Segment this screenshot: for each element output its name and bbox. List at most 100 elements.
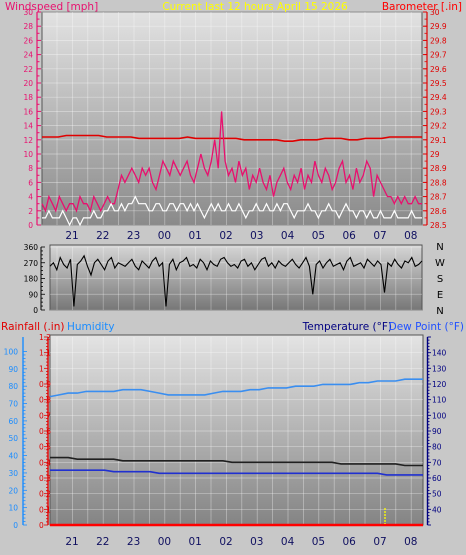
humidity-axis-title: Humidity — [67, 321, 115, 333]
windspeed-tick-label: 26 — [23, 36, 33, 45]
windspeed-tick-label: 18 — [23, 93, 33, 102]
barometer-tick-label: 29.2 — [430, 122, 447, 131]
barometer-tick-label: 28.7 — [430, 193, 447, 202]
humidity-tick-label: 60 — [8, 417, 18, 426]
windspeed-tick-label: 20 — [23, 79, 33, 88]
windspeed-tick-label: 6 — [28, 178, 33, 187]
wind-x-tick-label: 03 — [250, 230, 263, 242]
windspeed-tick-label: 8 — [28, 164, 33, 173]
wind-direction-line — [49, 254, 423, 307]
rainfall-tick-label: 0.4 — [39, 458, 51, 467]
humidity-tick-label: 80 — [8, 382, 18, 391]
gust-line — [42, 195, 422, 227]
temperature-tick-label: 110 — [432, 396, 447, 405]
rainfall-tick-label: 0.5 — [39, 443, 51, 452]
windspeed-tick-label: 30 — [23, 8, 33, 17]
barometer-tick-label: 29 — [430, 150, 440, 159]
humidity-tick-label: 40 — [8, 452, 18, 461]
rainfall-tick-label: 0.8 — [39, 396, 51, 405]
rain-x-tick-label: 04 — [281, 536, 295, 548]
wind-x-tick-label: 22 — [96, 230, 109, 242]
barometer-tick-label: 29.3 — [430, 107, 447, 116]
temperature-tick-label: 100 — [432, 411, 447, 420]
windspeed-tick-label: 24 — [23, 51, 33, 60]
temperature-tick-label: 60 — [432, 474, 442, 483]
windspeed-tick-label: 10 — [23, 150, 33, 159]
wind-x-tick-label: 04 — [281, 230, 295, 242]
wind-x-tick-label: 01 — [189, 230, 202, 242]
humidity-tick-label: 70 — [8, 400, 18, 409]
windspeed-line — [41, 111, 422, 213]
wind-x-tick-label: 00 — [158, 230, 171, 242]
temperature-tick-label: 120 — [432, 380, 447, 389]
humidity-tick-label: 50 — [8, 434, 18, 443]
humidity-tick-label: 10 — [8, 504, 18, 513]
rainfall-tick-label: 0.1 — [39, 505, 51, 514]
barometer-tick-label: 29.8 — [430, 36, 447, 45]
humidity-tick-label: 90 — [8, 365, 18, 374]
rain-x-tick-label: 22 — [96, 536, 109, 548]
barometer-tick-label: 29.5 — [430, 79, 447, 88]
windspeed-tick-label: 14 — [23, 122, 33, 131]
rainfall-tick-label: 0.3 — [39, 474, 51, 483]
compass-label: E — [437, 290, 443, 301]
barometer-tick-label: 28.9 — [430, 164, 447, 173]
windspeed-tick-label: 22 — [23, 65, 33, 74]
temperature-tick-label: 130 — [432, 364, 447, 373]
temperature-tick-label: 140 — [432, 349, 447, 358]
compass-label: W — [435, 258, 445, 269]
windspeed-tick-label: 4 — [28, 193, 33, 202]
barometer-axis-title: Barometer [.in] — [382, 1, 462, 13]
wind-panel — [41, 11, 423, 226]
direction-tick-label: 180 — [24, 275, 39, 284]
wind-x-tick-label: 21 — [65, 230, 78, 242]
barometer-tick-label: 29.4 — [430, 93, 447, 102]
rainfall-tick-label: 0.6 — [39, 427, 51, 436]
rainfall-tick-label: 0.7 — [39, 411, 51, 420]
barometer-tick-label: 28.6 — [430, 207, 447, 216]
windspeed-tick-label: 16 — [23, 107, 33, 116]
barometer-tick-label: 30 — [430, 8, 440, 17]
windspeed-tick-label: 0 — [28, 221, 33, 230]
humidity-tick-label: 20 — [8, 486, 18, 495]
windspeed-tick-label: 12 — [23, 136, 33, 145]
humidity-line — [49, 378, 423, 398]
rainfall-tick-label: 0.2 — [39, 490, 51, 499]
humidity-tick-label: 0 — [13, 521, 18, 530]
dewpoint-line — [50, 469, 423, 476]
dewpoint-axis-title: Dew Point (°F) — [389, 321, 464, 333]
grid-lines — [42, 11, 423, 525]
barometer-tick-label: 28.5 — [430, 221, 447, 230]
barometer-line — [42, 134, 422, 142]
rain-x-tick-label: 01 — [189, 536, 202, 548]
rain-x-tick-label: 03 — [250, 536, 263, 548]
rain-x-tick-label: 06 — [343, 536, 357, 548]
wind-x-tick-label: 07 — [373, 230, 386, 242]
direction-tick-label: 360 — [24, 243, 39, 252]
wind-x-tick-label: 05 — [312, 230, 325, 242]
rainfall-tick-label: 0.9 — [39, 380, 51, 389]
temperature-tick-label: 80 — [432, 443, 442, 452]
direction-tick-label: 90 — [28, 290, 38, 299]
temperature-line — [50, 456, 423, 467]
humidity-tick-label: 30 — [8, 469, 18, 478]
rain-x-tick-label: 07 — [373, 536, 386, 548]
barometer-tick-label: 29.6 — [430, 65, 447, 74]
windspeed-tick-label: 2 — [28, 207, 33, 216]
wind-x-tick-label: 08 — [404, 230, 417, 242]
rain-x-tick-label: 21 — [65, 536, 78, 548]
rainfall-tick-label: 0 — [39, 521, 44, 530]
rain-temp-panel — [49, 334, 424, 526]
wind-x-tick-label: 02 — [219, 230, 232, 242]
rain-x-tick-label: 00 — [158, 536, 171, 548]
temperature-tick-label: 70 — [432, 458, 442, 467]
temperature-axis-title: Temperature (°F) — [302, 321, 392, 333]
rain-x-tick-label: 05 — [312, 536, 325, 548]
chart-title: Current last 12 hours April 15 2026 — [162, 1, 348, 13]
barometer-tick-label: 29.7 — [430, 51, 447, 60]
barometer-tick-label: 28.8 — [430, 178, 447, 187]
windspeed-axis-title: Windspeed [mph] — [5, 1, 98, 13]
compass-label: S — [437, 274, 443, 285]
